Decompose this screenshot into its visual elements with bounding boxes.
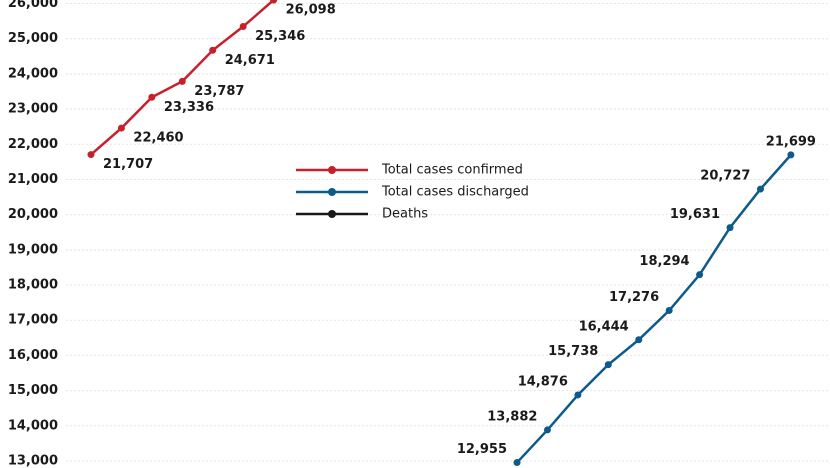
y-tick-label: 13,000 (8, 453, 58, 468)
y-tick-label: 19,000 (8, 242, 58, 257)
y-tick-label: 15,000 (8, 383, 58, 398)
data-label: 21,699 (766, 134, 816, 149)
data-point (665, 306, 673, 314)
data-label: 24,671 (225, 53, 275, 68)
data-label: 15,738 (548, 344, 598, 359)
data-label: 22,460 (133, 131, 183, 146)
data-point (513, 459, 521, 467)
data-point (270, 0, 278, 4)
legend-marker (328, 166, 336, 174)
y-tick-label: 18,000 (8, 278, 58, 293)
data-point (148, 93, 156, 101)
data-point (696, 271, 704, 279)
y-tick-label: 26,000 (8, 0, 58, 11)
data-point (543, 426, 551, 434)
y-tick-label: 14,000 (8, 418, 58, 433)
data-label: 18,294 (639, 254, 689, 269)
data-label: 13,882 (487, 409, 537, 424)
data-label: 19,631 (670, 207, 720, 222)
data-point (726, 224, 734, 232)
legend-marker (328, 188, 336, 196)
y-tick-label: 24,000 (8, 66, 58, 81)
y-tick-label: 25,000 (8, 31, 58, 46)
data-label: 12,955 (457, 442, 507, 457)
y-tick-label: 21,000 (8, 172, 58, 187)
data-point (787, 151, 795, 159)
data-point (574, 391, 582, 399)
legend-label: Total cases discharged (381, 185, 529, 200)
data-point (239, 23, 247, 31)
legend-label: Total cases confirmed (381, 163, 523, 178)
data-point (209, 46, 217, 54)
data-point (87, 151, 95, 159)
data-label: 21,707 (103, 157, 153, 172)
data-point (756, 185, 764, 193)
data-label: 25,346 (255, 29, 305, 44)
y-tick-label: 16,000 (8, 348, 58, 363)
y-tick-label: 22,000 (8, 137, 58, 152)
y-tick-label: 23,000 (8, 102, 58, 117)
y-tick-label: 20,000 (8, 207, 58, 222)
legend-marker (328, 210, 336, 218)
data-label: 23,336 (164, 100, 214, 115)
data-point (635, 336, 643, 344)
data-label: 14,876 (518, 374, 568, 389)
y-tick-label: 17,000 (8, 313, 58, 328)
data-label: 23,787 (194, 84, 244, 99)
data-label: 20,727 (700, 169, 750, 184)
data-point (604, 361, 612, 369)
data-point (117, 124, 125, 132)
legend-label: Deaths (382, 207, 428, 222)
data-label: 26,098 (286, 3, 336, 18)
data-label: 16,444 (579, 319, 629, 334)
data-label: 17,276 (609, 290, 659, 305)
series-line (516, 154, 792, 464)
data-point (178, 77, 186, 85)
